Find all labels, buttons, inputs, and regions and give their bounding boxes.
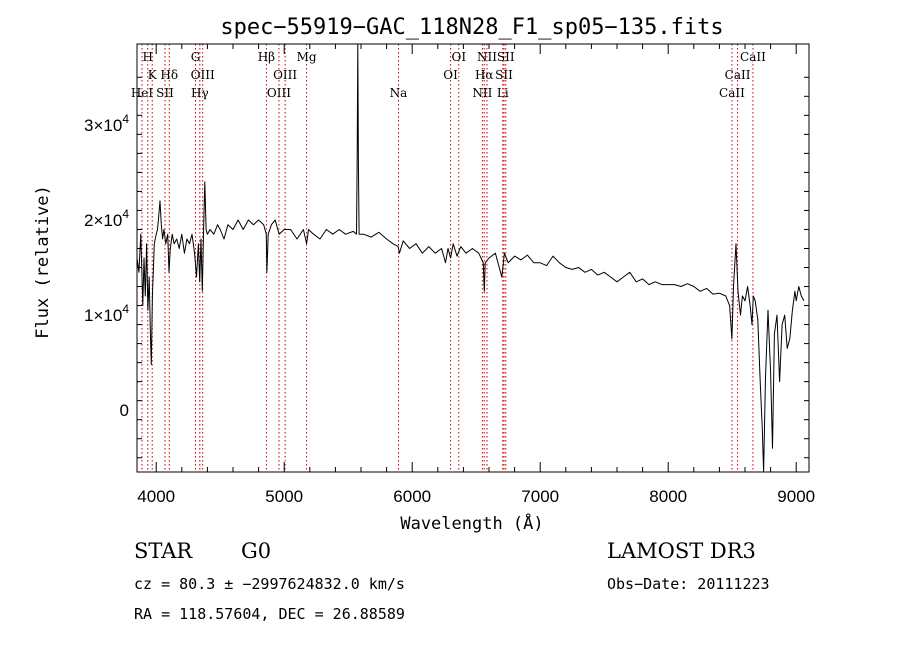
line-label: OIII <box>191 68 215 82</box>
line-label: NII <box>472 86 492 100</box>
line-label: K <box>148 68 158 82</box>
line-label: OIII <box>267 86 291 100</box>
line-label: Na <box>390 86 408 100</box>
x-tick-labels: 4000 5000 6000 7000 8000 9000 <box>137 487 815 506</box>
line-label: Li <box>497 86 509 100</box>
line-label: SII <box>497 50 515 64</box>
axis-ticks <box>137 44 809 472</box>
x-tick-label: 8000 <box>649 487 687 506</box>
line-markers <box>141 44 754 472</box>
line-label: Hγ <box>191 86 209 100</box>
line-label: CaII <box>719 86 745 100</box>
line-label: CaII <box>725 68 751 82</box>
x-tick-label: 6000 <box>393 487 431 506</box>
y-tick-label: 3×104 <box>84 112 129 135</box>
y-tick-label: 0 <box>120 401 129 420</box>
y-tick-labels: 0 1×104 2×104 3×104 <box>84 112 129 420</box>
spectrum-series <box>136 43 805 473</box>
line-label: H <box>143 50 153 64</box>
line-label: Hδ <box>160 68 178 82</box>
x-tick-label: 7000 <box>521 487 559 506</box>
line-label: Hβ <box>258 50 275 64</box>
y-tick-label: 2×104 <box>84 207 129 230</box>
coordinates-text: RA = 118.57604, DEC = 26.88589 <box>134 605 405 623</box>
line-label: OIII <box>273 68 297 82</box>
x-tick-label: 9000 <box>777 487 815 506</box>
line-label: NII <box>477 50 497 64</box>
line-label: SII <box>156 86 174 100</box>
x-tick-label: 4000 <box>137 487 175 506</box>
spectrum-line <box>136 43 805 473</box>
line-label: Hα <box>475 68 494 82</box>
line-label: SII <box>495 68 513 82</box>
y-tick-label: 1×104 <box>84 302 129 325</box>
plot-frame <box>136 43 810 473</box>
line-label: OI <box>443 68 458 82</box>
redshift-text: cz = 80.3 ± −2997624832.0 km/s <box>134 575 405 593</box>
x-tick-label: 5000 <box>265 487 303 506</box>
chart-title: spec−55919−GAC_118N28_F1_sp05−135.fits <box>220 15 723 40</box>
object-subclass: G0 <box>241 539 271 563</box>
line-label: Mg <box>297 50 317 64</box>
line-label: HeI <box>131 86 154 100</box>
x-axis-label: Wavelength (Å) <box>400 512 543 534</box>
line-label: G <box>191 50 201 64</box>
object-class: STAR <box>134 539 193 563</box>
survey-name: LAMOST DR3 <box>607 539 756 563</box>
line-label: OI <box>452 50 467 64</box>
line-label: CaII <box>740 50 766 64</box>
y-axis-label: Flux (relative) <box>33 185 53 339</box>
obs-date-text: Obs−Date: 20111223 <box>607 575 770 593</box>
